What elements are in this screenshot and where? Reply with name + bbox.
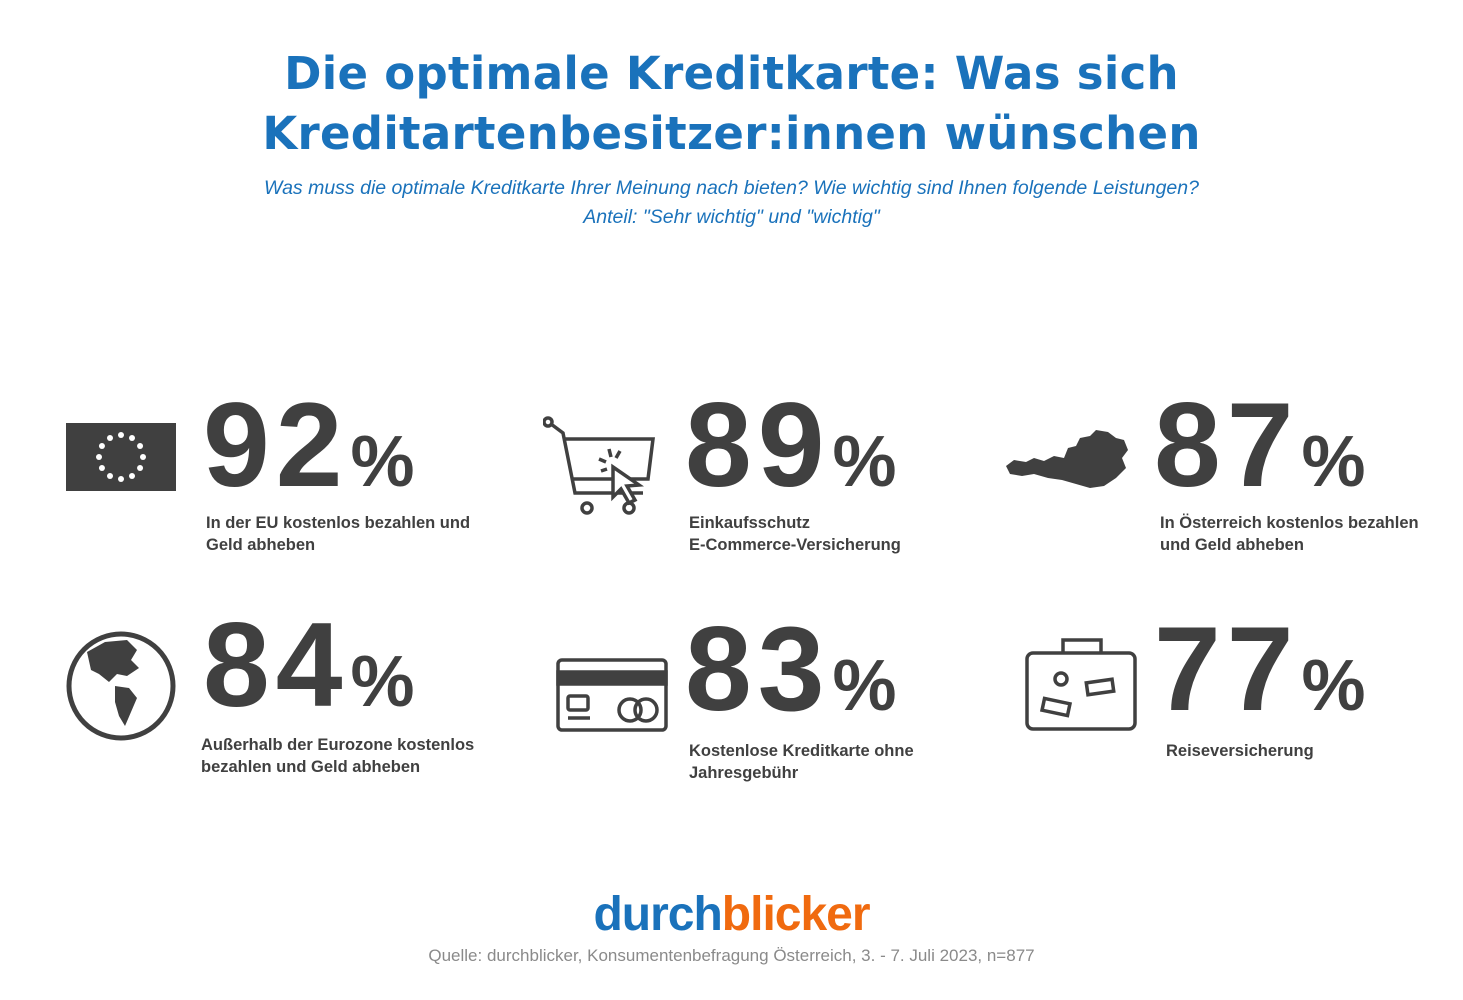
subtitle: Was muss die optimale Kreditkarte Ihrer … xyxy=(0,174,1463,232)
star-icon xyxy=(107,434,113,441)
eu-flag-icon xyxy=(66,423,176,491)
source-note: Quelle: durchblicker, Konsumentenbefragu… xyxy=(428,946,1035,965)
stat-value: 92% xyxy=(203,378,415,512)
stat-value: 89% xyxy=(685,378,897,512)
page-title: Die optimale Kreditkarte: Was sich Kredi… xyxy=(0,44,1463,164)
stat-label: In Österreich kostenlos bezahlen und Geld… xyxy=(1160,514,1419,554)
star-icon xyxy=(140,454,146,460)
star-icon xyxy=(96,454,102,460)
austria-map-icon xyxy=(1006,430,1128,488)
star-icon xyxy=(129,473,135,480)
title-line-1: Die optimale Kreditkarte: Was sich xyxy=(284,47,1179,100)
star-icon xyxy=(107,473,113,480)
stat-label: Kostenlose Kreditkarte ohne Jahresgebühr xyxy=(689,742,914,782)
suitcase-icon xyxy=(1025,638,1137,731)
star-icon xyxy=(137,465,144,471)
stat-label: Einkaufsschutz E-Commerce-Versicherung xyxy=(689,514,901,554)
star-icon xyxy=(98,443,105,449)
stat-value: 87% xyxy=(1154,378,1366,512)
stat-label: In der EU kostenlos bezahlen und Geld abh… xyxy=(206,514,471,554)
stat-label: Außerhalb der Eurozone kostenlos bezahlen… xyxy=(201,736,475,776)
shopping-cart-icon xyxy=(543,416,655,515)
star-icon xyxy=(129,434,135,441)
stat-value: 84% xyxy=(203,598,415,732)
star-icon xyxy=(118,432,124,438)
globe-icon xyxy=(66,631,176,741)
title-line-2: Kreditartenbesitzer:innen wünschen xyxy=(262,107,1201,160)
subtitle-line-1: Was muss die optimale Kreditkarte Ihrer … xyxy=(264,177,1199,199)
star-icon xyxy=(137,443,144,449)
durchblicker-logo: durchblicker xyxy=(593,888,870,941)
stat-value: 83% xyxy=(685,602,897,736)
star-icon xyxy=(118,476,124,482)
subtitle-line-2: Anteil: "Sehr wichtig" und "wichtig" xyxy=(583,206,880,228)
credit-card-icon xyxy=(556,658,668,732)
stat-value: 77% xyxy=(1154,602,1366,736)
stat-label: Reiseversicherung xyxy=(1166,742,1314,760)
star-icon xyxy=(98,465,105,471)
